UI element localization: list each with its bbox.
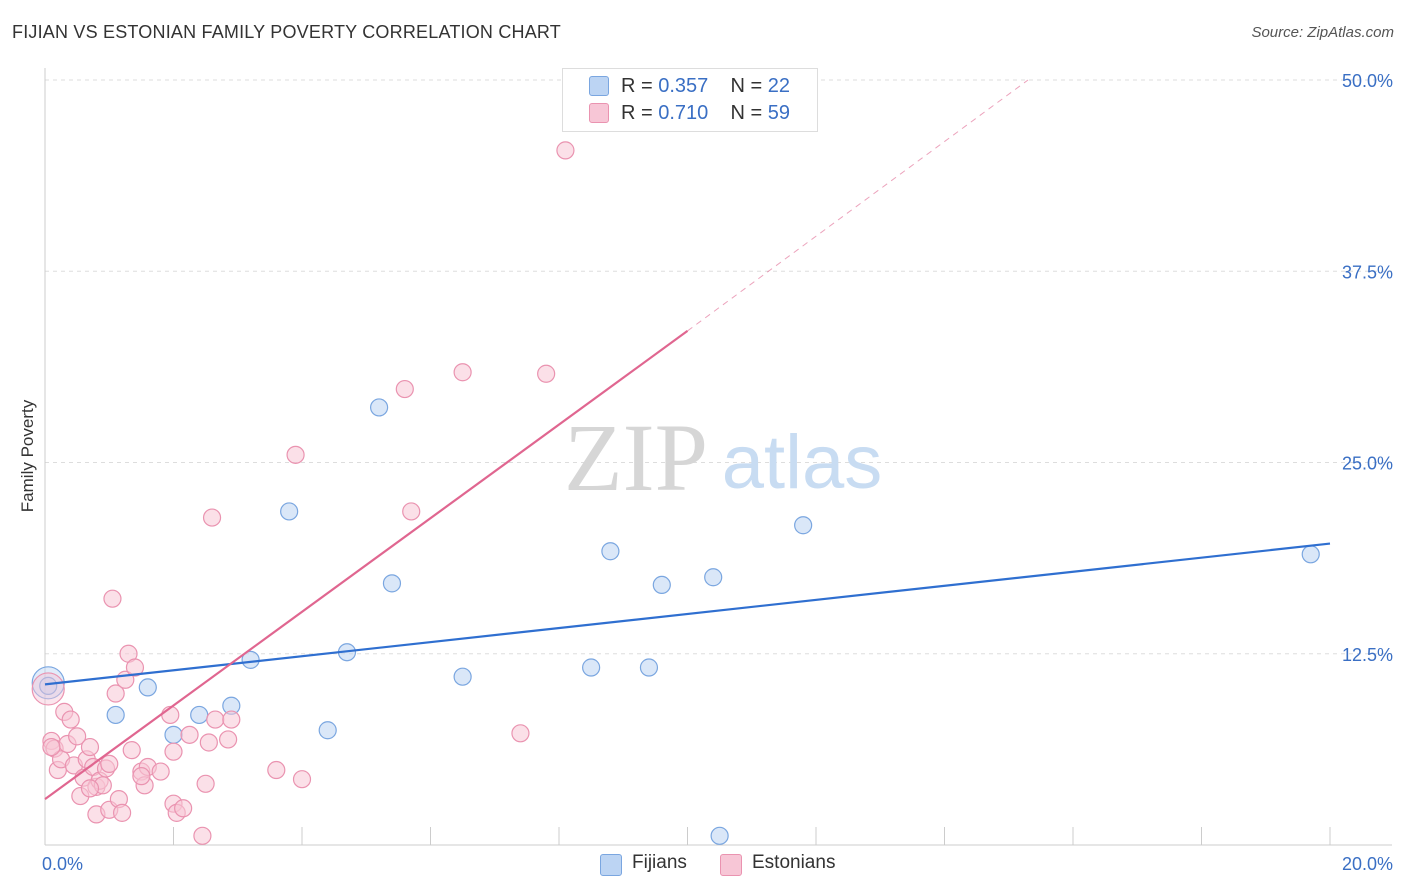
estonian-point	[453, 363, 472, 382]
fijian-point	[601, 542, 620, 561]
legend-n-value-estonians: 59	[767, 102, 791, 124]
x-tick-label: 20.0%	[1342, 854, 1393, 874]
axes-layer	[44, 68, 1392, 846]
watermark-atlas: atlas	[722, 420, 883, 505]
estonian-point	[267, 760, 286, 780]
watermark: ZIP atlas	[564, 404, 882, 511]
estonian-point	[122, 741, 141, 760]
fijian-point	[453, 667, 472, 686]
fijian-point	[280, 502, 299, 521]
legend-r-label: R =	[621, 102, 659, 124]
legend-swatch-estonians	[589, 103, 609, 123]
estonian-point	[80, 779, 100, 798]
estonian-point	[151, 762, 170, 781]
fijian-point	[582, 658, 601, 677]
y-axis-label: Family Poverty	[18, 399, 37, 513]
legend-n-label: N =	[730, 102, 768, 124]
estonian-point	[61, 710, 80, 729]
estonian-point	[106, 684, 125, 703]
fijian-trend-line	[44, 542, 1331, 686]
estonian-point	[180, 725, 199, 744]
bottom-legend-swatch-fijians	[600, 854, 622, 876]
fijian-point	[106, 705, 125, 725]
estonian-point	[42, 737, 61, 757]
estonian-point	[199, 733, 218, 752]
estonian-point	[80, 737, 100, 757]
fijian-point	[652, 575, 671, 595]
legend-n-label: N =	[730, 75, 768, 97]
bottom-legend-label-fijians: Fijians	[632, 852, 687, 873]
estonian-point	[537, 364, 556, 383]
estonian-point	[206, 710, 225, 729]
estonian-point	[402, 502, 421, 521]
estonian-point	[196, 774, 215, 793]
fijian-point	[382, 574, 402, 593]
fijian-point	[318, 721, 337, 740]
y-tick-label: 25.0%	[1342, 454, 1393, 474]
estonian-point	[292, 770, 312, 789]
legend-r-value-estonians: 0.710	[658, 102, 709, 124]
fijian-point	[370, 398, 389, 417]
tick-labels: 12.5% 25.0% 37.5% 50.0% 0.0% 20.0%	[42, 71, 1393, 874]
estonian-point	[511, 724, 530, 743]
points-layer	[31, 141, 1320, 845]
estonian-trend-line-extension	[687, 79, 1029, 332]
fijian-point	[1301, 545, 1320, 564]
estonian-point	[68, 727, 87, 746]
fijian-point	[39, 676, 58, 695]
y-tick-label: 12.5%	[1342, 645, 1393, 665]
grid-layer	[45, 79, 1392, 655]
estonian-point	[286, 445, 305, 464]
chart-title: FIJIAN VS ESTONIAN FAMILY POVERTY CORREL…	[12, 22, 561, 42]
fijian-point	[704, 568, 723, 587]
estonian-point	[174, 799, 193, 818]
estonian-point	[202, 508, 222, 527]
fijian-point	[164, 725, 183, 744]
estonian-point	[193, 826, 212, 845]
estonian-trend-line	[44, 330, 689, 800]
estonian-point	[103, 589, 122, 608]
estonian-point	[132, 767, 151, 786]
fijian-point	[190, 705, 209, 725]
legend-swatch-fijians	[589, 76, 609, 96]
estonian-point	[31, 672, 65, 706]
estonian-point	[125, 658, 145, 677]
y-tick-label: 37.5%	[1342, 262, 1393, 282]
estonian-point	[556, 141, 575, 160]
fijian-point	[138, 678, 157, 697]
estonian-point	[112, 803, 132, 822]
legend-r-label: R =	[621, 75, 659, 97]
x-tick-label: 0.0%	[42, 854, 83, 874]
estonian-point	[222, 710, 241, 729]
fijian-point	[639, 658, 659, 677]
estonian-point	[395, 379, 414, 399]
trend-layer	[44, 79, 1331, 800]
fijian-point	[710, 826, 729, 845]
source-label: Source: ZipAtlas.com	[1251, 24, 1394, 41]
estonian-point	[164, 742, 183, 761]
bottom-legend-label-estonians: Estonians	[752, 852, 836, 873]
y-tick-label: 50.0%	[1342, 71, 1393, 91]
bottom-legend-swatch-estonians	[720, 854, 742, 876]
legend-n-value-fijians: 22	[767, 75, 791, 97]
watermark-zip: ZIP	[564, 404, 708, 511]
legend: R = 0.357 N = 22 R = 0.710 N = 59	[562, 68, 818, 132]
legend-r-value-fijians: 0.357	[658, 75, 709, 97]
fijian-point	[794, 516, 813, 535]
estonian-point	[100, 754, 119, 774]
estonian-point	[219, 730, 238, 749]
